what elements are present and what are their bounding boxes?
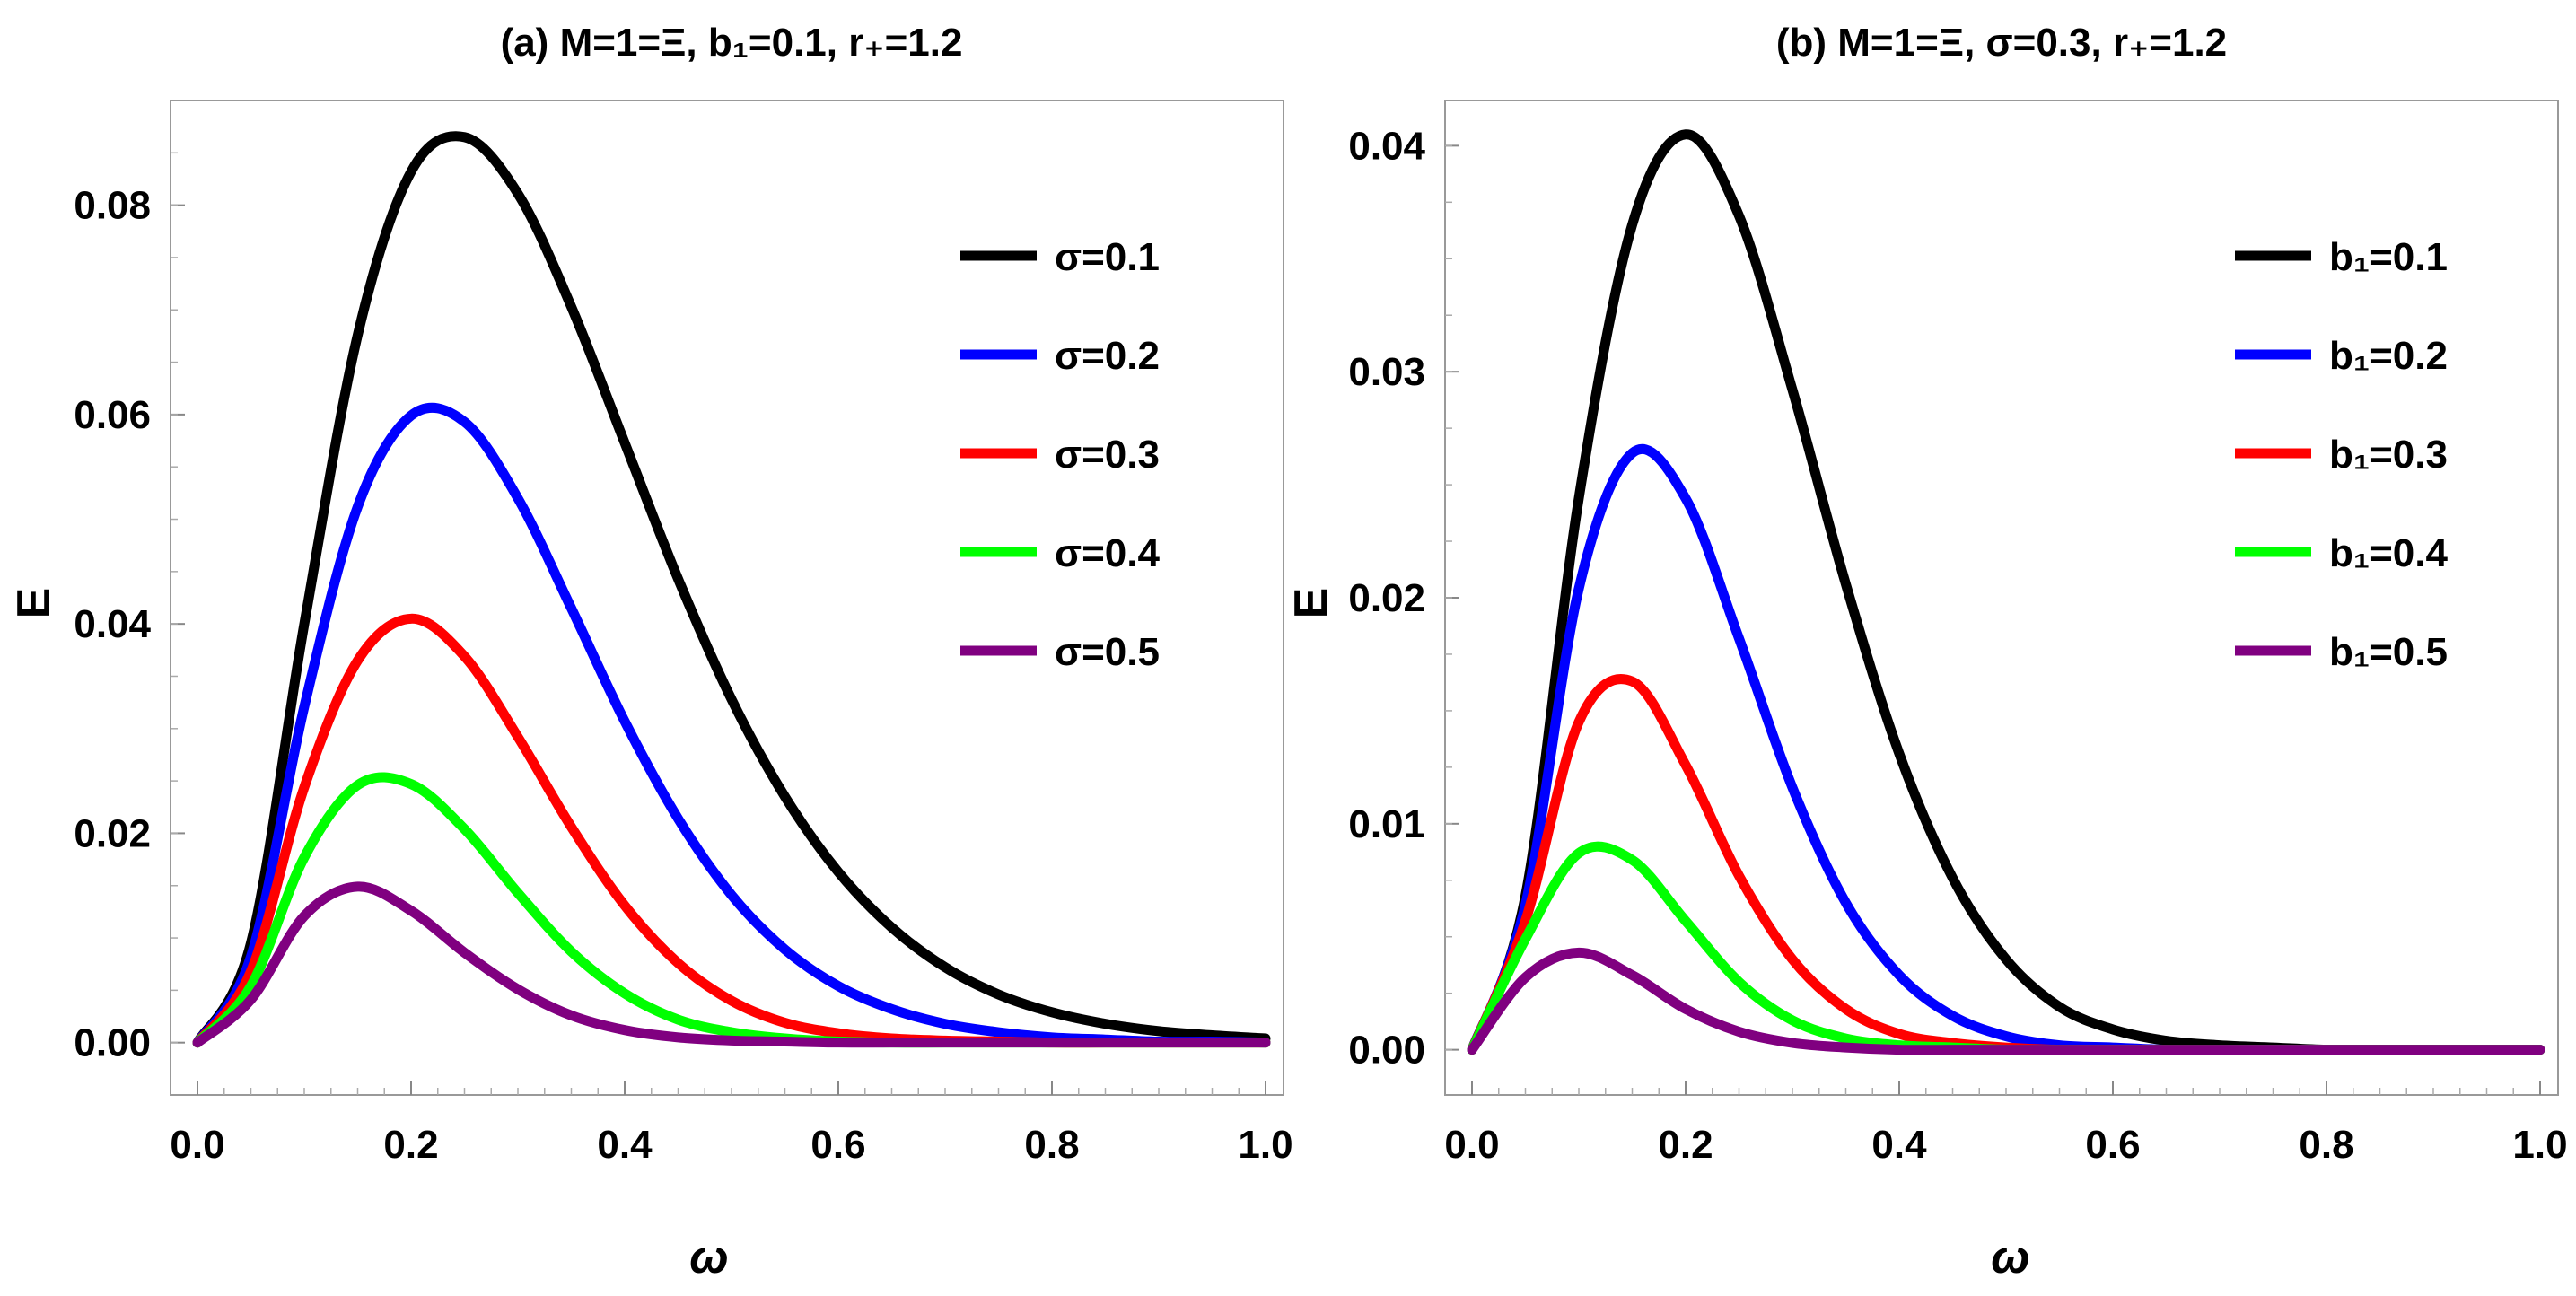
y-tick-label: 0.03 <box>1348 350 1425 394</box>
x-tick-label: 0.2 <box>383 1123 438 1167</box>
series-line <box>192 613 1271 1048</box>
y-tick-label: 0.02 <box>74 811 151 855</box>
x-tick-label: 0.6 <box>2085 1123 2140 1167</box>
panel-b-legend: b₁=0.1 b₁=0.2 b₁=0.3 b₁=0.4 b₁=0.5 <box>2235 235 2448 674</box>
x-tick-label: 0.8 <box>1024 1123 1079 1167</box>
series-line <box>192 131 1271 1048</box>
panel-a-title: (a) M=1=Ξ, b₁=0.1, r₊=1.2 <box>501 21 963 65</box>
x-tick-label: 0.0 <box>170 1123 224 1167</box>
panel-b-y-ticks: 0.00 0.01 0.02 0.03 0.04 <box>1348 124 1459 1073</box>
legend-label: σ=0.4 <box>1055 531 1160 575</box>
panel-b-title: (b) M=1=Ξ, σ=0.3, r₊=1.2 <box>1776 21 2227 65</box>
y-tick-label: 0.06 <box>74 393 151 437</box>
panel-a-series <box>192 131 1271 1048</box>
x-tick-label: 0.4 <box>1871 1123 1927 1167</box>
legend-label: σ=0.5 <box>1055 630 1160 674</box>
x-tick-label: 0.0 <box>1444 1123 1499 1167</box>
series-line <box>1467 947 2545 1055</box>
panel-a-x-axis-label: ω <box>689 1231 728 1283</box>
y-tick-label: 0.02 <box>1348 576 1425 620</box>
x-tick-label: 0.8 <box>2299 1123 2353 1167</box>
series-line <box>192 881 1271 1048</box>
y-tick-label: 0.04 <box>1348 124 1425 168</box>
x-tick-label: 1.0 <box>2512 1123 2567 1167</box>
y-tick-label: 0.01 <box>1348 802 1425 846</box>
panel-a-plot-frame <box>170 100 1284 1096</box>
legend-label: b₁=0.1 <box>2329 235 2448 279</box>
x-tick-label: 0.4 <box>597 1123 653 1167</box>
x-tick-label: 0.6 <box>810 1123 865 1167</box>
panel-a-legend: σ=0.1 σ=0.2 σ=0.3 σ=0.4 σ=0.5 <box>960 235 1160 674</box>
legend-label: b₁=0.2 <box>2329 334 2448 378</box>
y-tick-label: 0.08 <box>74 184 151 228</box>
panel-a-y-ticks: 0.00 0.02 0.04 0.06 0.08 <box>74 152 185 1065</box>
legend-label: b₁=0.4 <box>2329 531 2448 575</box>
x-tick-label: 0.2 <box>1658 1123 1713 1167</box>
y-tick-label: 0.00 <box>74 1021 151 1065</box>
y-tick-label: 0.00 <box>1348 1029 1425 1073</box>
legend-label: σ=0.2 <box>1055 334 1160 378</box>
series-line <box>1467 841 2545 1055</box>
panel-a-y-axis-label: E <box>8 588 60 619</box>
panel-b-x-ticks: 0.0 0.2 0.4 0.6 0.8 1.0 <box>1444 1081 2568 1167</box>
panel-b-series <box>1467 129 2545 1055</box>
panel-b-x-axis-label: ω <box>1991 1231 2029 1283</box>
legend-label: σ=0.3 <box>1055 433 1160 477</box>
legend-label: σ=0.1 <box>1055 235 1160 279</box>
legend-label: b₁=0.5 <box>2329 630 2448 674</box>
panel-a: (a) M=1=Ξ, b₁=0.1, r₊=1.2 0.0 0.2 0.4 0.6 0.… <box>8 21 1293 1283</box>
panel-b-y-axis-label: E <box>1285 588 1337 619</box>
panel-b: (b) M=1=Ξ, σ=0.3, r₊=1.2 0.0 0.2 0.4 0.6 0.8… <box>1285 21 2568 1283</box>
panel-a-x-ticks: 0.0 0.2 0.4 0.6 0.8 1.0 <box>170 1081 1293 1167</box>
series-line <box>192 402 1271 1048</box>
y-tick-label: 0.04 <box>74 602 151 646</box>
x-tick-label: 1.0 <box>1238 1123 1292 1167</box>
legend-label: b₁=0.3 <box>2329 433 2448 477</box>
